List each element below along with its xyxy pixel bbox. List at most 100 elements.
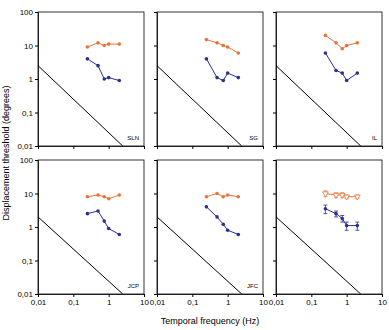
data-point: [221, 223, 225, 227]
data-point: [86, 195, 90, 199]
error-bar-cap: [334, 211, 338, 212]
x-tick: [311, 146, 312, 149]
data-point: [237, 51, 241, 55]
data-point: [86, 212, 90, 216]
y-tick-mark: [35, 12, 38, 13]
x-tick: [263, 146, 264, 149]
data-point: [205, 57, 209, 61]
y-tick-label: 0,1: [22, 109, 34, 118]
series-line: [325, 209, 357, 226]
series-line: [206, 59, 238, 81]
x-tick: [347, 146, 348, 149]
x-axis: 0,010,1110: [31, 294, 150, 307]
error-bar-cap: [345, 222, 349, 223]
data-point: [354, 195, 360, 200]
x-tick-mark: [228, 146, 229, 149]
data-point: [340, 47, 344, 51]
data-point: [107, 227, 111, 231]
data-point: [102, 77, 106, 81]
y-tick-label: 1: [29, 223, 34, 232]
data-point: [226, 45, 230, 49]
data-point: [118, 193, 122, 197]
data-point: [205, 205, 209, 209]
x-axis-line: [158, 147, 264, 150]
y-tick-mark: [35, 146, 38, 147]
x-axis-line: [277, 295, 383, 298]
y-tick-label: 100: [20, 156, 34, 165]
data-point: [221, 44, 225, 48]
data-point: [205, 195, 209, 199]
y-tick: 1: [29, 223, 38, 232]
y-axis-line: [154, 161, 158, 295]
x-tick: 0,1: [306, 294, 318, 307]
x-tick-label: 0,1: [306, 298, 318, 307]
y-tick: [273, 160, 276, 161]
y-tick-label: 10: [24, 42, 33, 51]
data-point: [96, 209, 100, 213]
data-point: [345, 44, 349, 48]
panel: IL: [273, 12, 383, 149]
y-tick: [154, 79, 157, 80]
series-line: [206, 40, 238, 53]
plot-area: [38, 193, 123, 294]
y-tick-mark: [273, 46, 276, 47]
data-point: [118, 79, 122, 83]
x-tick-mark: [311, 146, 312, 149]
error-bar: [345, 222, 349, 230]
y-axis-line: [273, 161, 277, 295]
x-tick-mark: [192, 146, 193, 149]
data-point: [226, 193, 230, 197]
y-tick-mark: [154, 79, 157, 80]
y-axis: 0,010,1110100: [17, 8, 38, 151]
series-line: [157, 217, 242, 294]
data-point: [323, 192, 329, 197]
x-tick-mark: [263, 146, 264, 149]
y-tick-mark: [273, 194, 276, 195]
data-point: [205, 38, 209, 42]
data-point: [340, 217, 344, 221]
y-axis-title: Displacement threshold (degrees): [1, 85, 11, 220]
y-tick: 0,1: [22, 257, 38, 266]
x-tick: 0,01: [31, 294, 47, 307]
y-tick-mark: [273, 294, 276, 295]
data-point: [215, 76, 219, 80]
plot-frame: [276, 12, 382, 146]
y-tick: 10: [24, 190, 38, 199]
data-point: [102, 195, 106, 199]
x-axis: 0,010,1110: [150, 294, 269, 307]
panel-label: SG: [249, 135, 258, 141]
y-tick-mark: [273, 227, 276, 228]
x-axis-line: [158, 295, 264, 298]
series-line: [325, 35, 357, 48]
error-bar: [334, 211, 338, 217]
x-axis: [39, 146, 145, 149]
y-tick-mark: [154, 146, 157, 147]
error-bar: [323, 191, 327, 197]
data-point: [86, 45, 90, 49]
series-line: [87, 195, 119, 199]
error-bar-cap: [355, 222, 359, 223]
y-tick-mark: [154, 261, 157, 262]
x-axis: 0,010,1110: [269, 294, 388, 307]
x-tick-mark: [347, 146, 348, 149]
error-bar-cap: [340, 215, 344, 216]
data-point: [345, 79, 349, 83]
y-tick: [154, 146, 157, 147]
data-point: [118, 42, 122, 46]
x-tick: 10: [259, 294, 268, 307]
y-tick: [273, 113, 276, 114]
error-bar: [355, 222, 359, 230]
data-point: [215, 41, 219, 45]
y-tick: [273, 79, 276, 80]
x-tick-label: 0,01: [31, 298, 47, 307]
y-axis-line: [35, 13, 39, 147]
y-tick-mark: [35, 261, 38, 262]
panel: 0,010,11100,010,1110100JCP: [17, 156, 149, 307]
y-tick-mark: [154, 227, 157, 228]
y-tick: 1: [29, 75, 38, 84]
y-tick-mark: [273, 12, 276, 13]
series-line: [87, 211, 119, 234]
y-tick-mark: [35, 227, 38, 228]
y-tick-mark: [154, 294, 157, 295]
plot-area: [276, 191, 361, 294]
